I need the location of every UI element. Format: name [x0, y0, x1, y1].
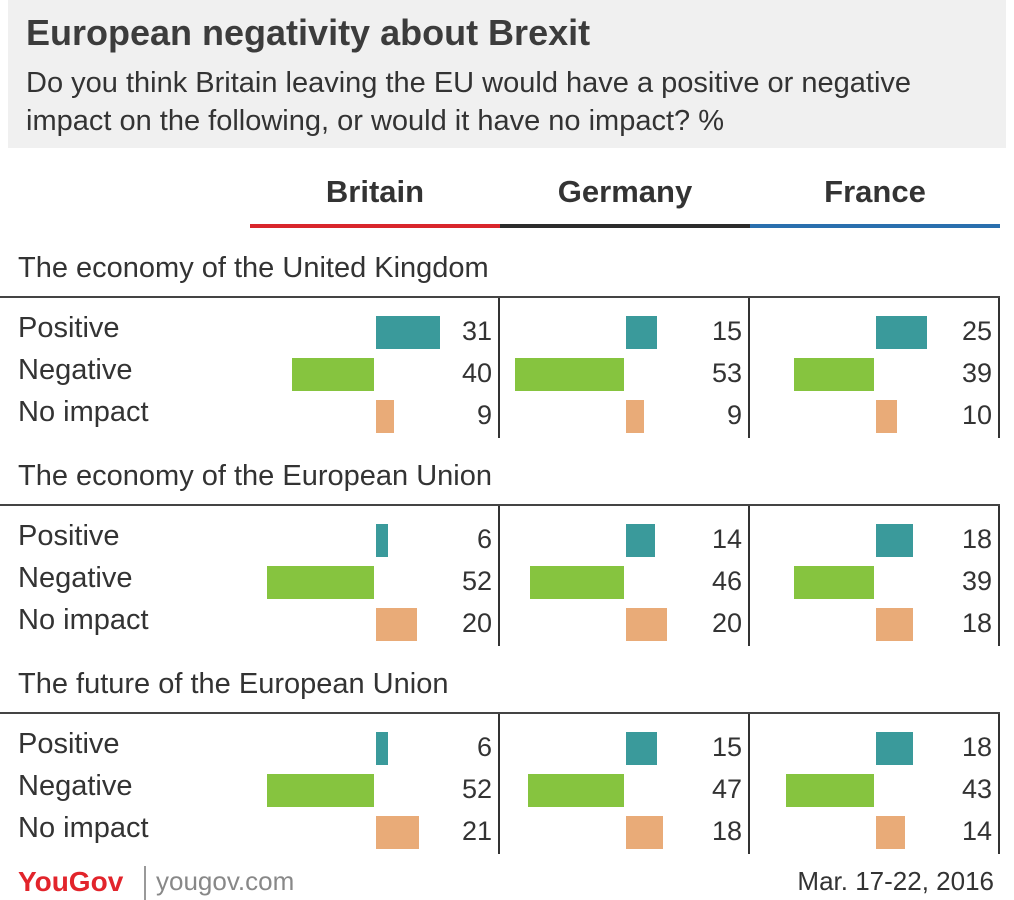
value-label: 40 [432, 358, 492, 389]
bar-no-impact [626, 816, 663, 849]
bar-positive [376, 524, 388, 557]
bar-no-impact [376, 400, 394, 433]
value-label: 6 [432, 524, 492, 555]
column-axis-germany [748, 714, 750, 854]
footer-date: Mar. 17-22, 2016 [797, 866, 994, 897]
bar-negative [794, 566, 874, 599]
chart-subtitle: Do you think Britain leaving the EU woul… [26, 64, 1001, 140]
column-header-germany: Germany [500, 174, 750, 210]
column-axis-france [998, 714, 1000, 854]
value-label: 53 [682, 358, 742, 389]
section-divider [0, 296, 1000, 298]
value-label: 10 [932, 400, 992, 431]
footer-separator [144, 866, 146, 900]
bar-positive [376, 732, 388, 765]
value-label: 21 [432, 816, 492, 847]
value-label: 6 [432, 732, 492, 763]
bar-positive [626, 316, 657, 349]
bar-no-impact [626, 400, 644, 433]
bar-negative [292, 358, 374, 391]
row-label-positive: Positive [18, 728, 120, 761]
value-label: 18 [932, 732, 992, 763]
bar-negative [528, 774, 624, 807]
column-axis-britain [498, 714, 500, 854]
row-label-no-impact: No impact [18, 396, 149, 429]
row-label-no-impact: No impact [18, 604, 149, 637]
value-label: 52 [432, 566, 492, 597]
row-label-positive: Positive [18, 312, 120, 345]
bar-no-impact [376, 816, 419, 849]
row-label-negative: Negative [18, 354, 132, 387]
value-label: 39 [932, 358, 992, 389]
bar-no-impact [626, 608, 667, 641]
value-label: 15 [682, 316, 742, 347]
row-label-no-impact: No impact [18, 812, 149, 845]
column-underline-britain [250, 224, 500, 228]
row-label-negative: Negative [18, 770, 132, 803]
value-label: 47 [682, 774, 742, 805]
column-axis-britain [498, 298, 500, 438]
row-label-positive: Positive [18, 520, 120, 553]
bar-positive [876, 316, 927, 349]
column-header-britain: Britain [250, 174, 500, 210]
section-divider [0, 712, 1000, 714]
section-title: The economy of the European Union [18, 460, 492, 493]
value-label: 46 [682, 566, 742, 597]
value-label: 31 [432, 316, 492, 347]
column-axis-britain [498, 506, 500, 646]
column-axis-germany [748, 298, 750, 438]
column-header-france: France [750, 174, 1000, 210]
value-label: 43 [932, 774, 992, 805]
column-underline-germany [500, 224, 750, 228]
bar-positive [376, 316, 440, 349]
column-underline-france [750, 224, 1000, 228]
yougov-logo: YouGov [18, 866, 123, 898]
bar-negative [530, 566, 624, 599]
bar-positive [626, 732, 657, 765]
bar-positive [876, 524, 913, 557]
bar-no-impact [876, 400, 897, 433]
column-axis-germany [748, 506, 750, 646]
chart-title: European negativity about Brexit [26, 12, 590, 54]
bar-no-impact [376, 608, 417, 641]
row-label-negative: Negative [18, 562, 132, 595]
bar-negative [515, 358, 624, 391]
section-divider [0, 504, 1000, 506]
value-label: 9 [432, 400, 492, 431]
section-title: The economy of the United Kingdom [18, 252, 489, 285]
value-label: 9 [682, 400, 742, 431]
footer-url: yougov.com [156, 866, 294, 897]
bar-positive [626, 524, 655, 557]
value-label: 15 [682, 732, 742, 763]
value-label: 20 [432, 608, 492, 639]
value-label: 18 [682, 816, 742, 847]
bar-no-impact [876, 816, 905, 849]
bar-no-impact [876, 608, 913, 641]
value-label: 52 [432, 774, 492, 805]
bar-negative [267, 566, 374, 599]
bar-positive [876, 732, 913, 765]
value-label: 18 [932, 608, 992, 639]
bar-negative [794, 358, 874, 391]
bar-negative [786, 774, 874, 807]
section-title: The future of the European Union [18, 668, 448, 701]
value-label: 20 [682, 608, 742, 639]
column-axis-france [998, 506, 1000, 646]
value-label: 14 [682, 524, 742, 555]
bar-negative [267, 774, 374, 807]
value-label: 25 [932, 316, 992, 347]
value-label: 18 [932, 524, 992, 555]
column-axis-france [998, 298, 1000, 438]
value-label: 14 [932, 816, 992, 847]
value-label: 39 [932, 566, 992, 597]
